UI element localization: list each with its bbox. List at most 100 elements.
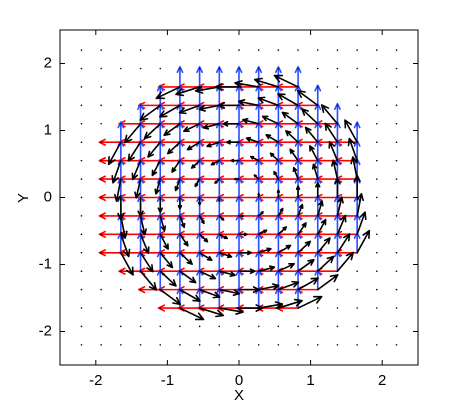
arrow [197, 196, 202, 206]
arrow [178, 104, 201, 115]
arrow [356, 211, 367, 236]
arrow [166, 141, 181, 155]
arrow [316, 255, 335, 272]
arrow [237, 99, 260, 107]
arrow [196, 66, 204, 88]
arrow [316, 218, 327, 236]
x-tick-label: -1 [161, 372, 174, 389]
arrow [131, 159, 142, 181]
arrow [273, 170, 280, 180]
arrow [179, 270, 197, 284]
arrow [334, 102, 341, 125]
arrow [107, 141, 122, 166]
arrow [301, 108, 319, 125]
arrow [347, 137, 358, 162]
arrow [218, 307, 244, 315]
arrow [156, 84, 164, 107]
arrow [242, 118, 260, 125]
arrow [198, 307, 225, 318]
y-tick-label: 1 [44, 121, 52, 138]
arrow [273, 74, 299, 88]
arrow [328, 141, 339, 162]
arrow [183, 123, 201, 133]
arrow [218, 215, 225, 221]
arrow [176, 66, 184, 88]
arrow [297, 203, 304, 217]
arrow [265, 134, 280, 144]
arrow [120, 233, 131, 258]
arrow [304, 126, 319, 144]
arrow [98, 138, 122, 146]
arrow [309, 145, 319, 162]
arrow [155, 86, 181, 100]
arrow [177, 196, 183, 210]
arrow [143, 123, 162, 140]
arrow [157, 304, 181, 312]
arrow [336, 196, 344, 217]
arrow [157, 196, 163, 214]
arrow [297, 240, 312, 254]
x-axis-label: X [234, 387, 244, 404]
arrow [285, 130, 299, 144]
arrow [111, 159, 122, 184]
arrow [215, 66, 223, 88]
arrow [356, 193, 364, 217]
arrow [98, 249, 122, 257]
arrow [353, 121, 361, 144]
arrow [257, 283, 280, 291]
arrow [277, 207, 284, 217]
arrow [159, 215, 167, 232]
arrow [350, 156, 358, 180]
arrow [117, 196, 125, 221]
arrow [277, 298, 303, 309]
arrow [316, 237, 331, 254]
arrow [154, 178, 162, 195]
arrow [297, 277, 319, 291]
arrow [117, 121, 125, 144]
arrow [202, 123, 221, 130]
arrow [257, 192, 261, 199]
arrow [139, 104, 162, 121]
arrow [245, 136, 260, 144]
arrow [218, 101, 240, 109]
arrow [159, 288, 182, 306]
arrow [238, 250, 252, 256]
arrow [214, 83, 240, 91]
arrow [233, 177, 240, 181]
arrow [257, 211, 264, 217]
arrow [314, 84, 322, 107]
arrow [218, 233, 228, 240]
arrow [123, 123, 142, 144]
arrow [139, 233, 150, 254]
arrow [139, 251, 154, 273]
arrow [295, 185, 301, 199]
arrow [198, 251, 213, 261]
arrow [269, 152, 280, 162]
arrow [296, 89, 319, 107]
arrow [297, 259, 315, 272]
arrow [257, 265, 276, 272]
arrow [257, 96, 280, 107]
arrow [179, 251, 193, 265]
arrow [331, 159, 339, 180]
arrow [356, 229, 371, 254]
arrow [311, 163, 319, 180]
arrow [320, 104, 339, 125]
arrow [294, 66, 302, 88]
arrow [238, 232, 248, 237]
y-tick-label: -1 [39, 255, 52, 272]
arrow [179, 233, 189, 247]
arrow [234, 80, 260, 88]
arrow [336, 214, 347, 236]
arrow [118, 267, 142, 275]
arrow [190, 159, 201, 169]
x-tick-label: 0 [235, 372, 243, 389]
arrow [210, 159, 221, 166]
arrow [179, 215, 186, 229]
arrow [253, 77, 280, 88]
arrow [114, 178, 122, 202]
arrow [316, 200, 324, 217]
arrow [315, 181, 321, 199]
arrow [250, 155, 260, 162]
